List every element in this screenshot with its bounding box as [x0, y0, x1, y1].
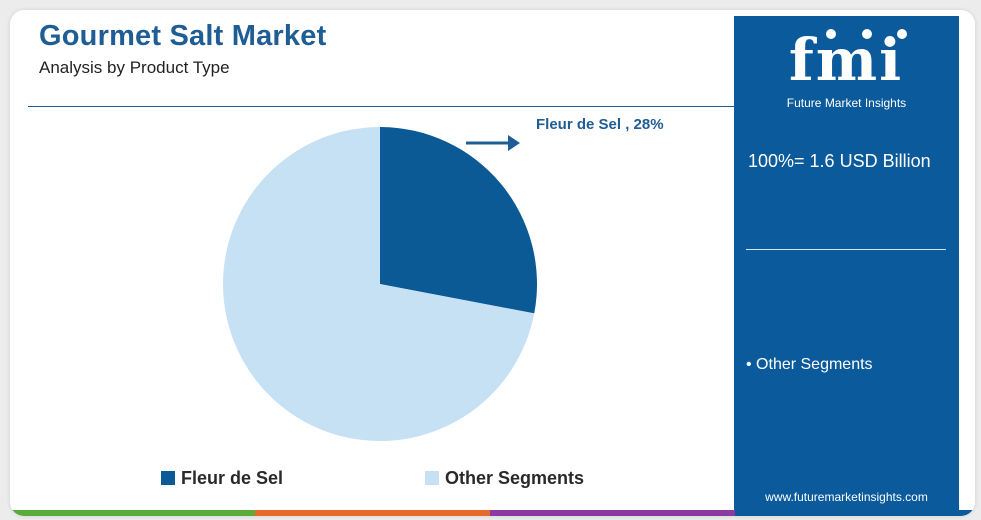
footer-stripe [10, 510, 255, 516]
market-total: 100%= 1.6 USD Billion [748, 151, 931, 171]
chart-subtitle: Analysis by Product Type [39, 58, 230, 77]
info-panel: fmi Future Market Insights 100%= 1.6 USD… [734, 16, 959, 510]
pie-slice-fleur-de-sel [380, 127, 538, 314]
legend-label: Fleur de Sel [181, 467, 284, 488]
legend-swatch [161, 471, 175, 485]
fmi-logo: fmi [789, 26, 907, 94]
website-link[interactable]: www.futuremarketinsights.com [765, 490, 928, 504]
chart-title: Gourmet Salt Market [39, 20, 327, 52]
legend-swatch [425, 471, 439, 485]
logo-subtitle: Future Market Insights [786, 96, 907, 110]
footer-stripe [735, 510, 975, 516]
svg-text:fmi: fmi [789, 26, 903, 94]
chart-card: Gourmet Salt Market Analysis by Product … [10, 10, 975, 516]
legend-label: Other Segments [445, 467, 585, 488]
panel-divider [746, 249, 946, 250]
pie-chart [223, 127, 538, 441]
pie-slice-other-segments [223, 127, 535, 441]
footer-color-bar [10, 510, 975, 516]
footer-stripe [255, 510, 490, 516]
segment-label: • Other Segments [746, 356, 873, 373]
footer-stripe [490, 510, 735, 516]
legend-item-other-segments: Other Segments [425, 468, 584, 488]
callout-arrow [466, 135, 520, 151]
slice-callout-label: Fleur de Sel , 28% [536, 116, 664, 133]
legend-item-fleur-de-sel: Fleur de Sel [161, 468, 283, 488]
header-divider [28, 106, 734, 107]
